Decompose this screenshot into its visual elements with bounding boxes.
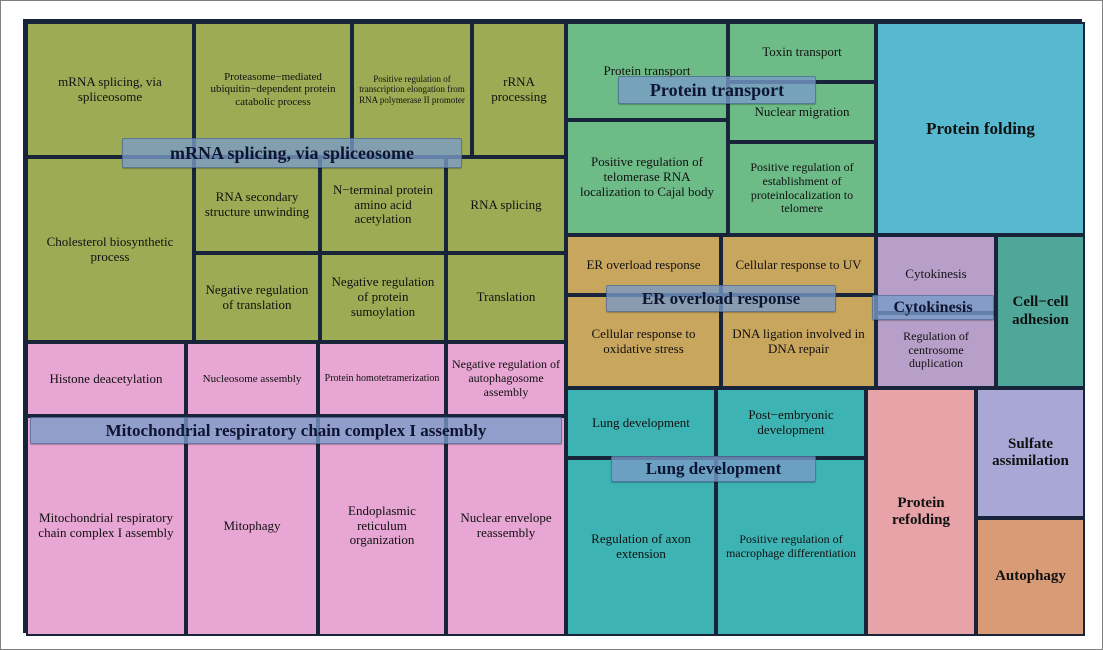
cell-c5: Cholesterol biosynthetic process bbox=[26, 157, 194, 342]
overlay-ov-mrna: mRNA splicing, via spliceosome bbox=[122, 138, 462, 168]
cell-c11: Translation bbox=[446, 253, 566, 342]
cell-c4: rRNA processing bbox=[472, 22, 566, 157]
outer-frame: mRNA splicing, via spliceosomeProteasome… bbox=[0, 0, 1103, 650]
cell-p1: Histone deacetylation bbox=[26, 342, 186, 416]
cell-r1: Protein refolding bbox=[866, 388, 976, 636]
cell-p3: Protein homotetramerization bbox=[318, 342, 446, 416]
overlay-ov-cyto: Cytokinesis bbox=[872, 295, 994, 320]
cell-tg1: Cell−cell adhesion bbox=[996, 235, 1085, 388]
cell-c2: Proteasome−mediated ubiquitin−dependent … bbox=[194, 22, 352, 157]
cell-p8: Nuclear envelope reassembly bbox=[446, 416, 566, 636]
cell-c7: N−terminal protein amino acid acetylatio… bbox=[320, 157, 446, 253]
cell-g2: Toxin transport bbox=[728, 22, 876, 82]
cell-lv1: Sulfate assimilation bbox=[976, 388, 1085, 518]
overlay-ov-er: ER overload response bbox=[606, 285, 836, 312]
cell-g1: Protein transport bbox=[566, 22, 728, 120]
cell-te2: Post−embryonic development bbox=[716, 388, 866, 458]
overlay-ov-ptrans: Protein transport bbox=[618, 76, 816, 104]
cell-c9: Negative regulation of translation bbox=[194, 253, 320, 342]
cell-c10: Negative regulation of protein sumoylati… bbox=[320, 253, 446, 342]
cell-p2: Nucleosome assembly bbox=[186, 342, 318, 416]
cell-p7: Endoplasmic reticulum organization bbox=[318, 416, 446, 636]
cell-g4: Positive regulation of telomerase RNA lo… bbox=[566, 120, 728, 235]
cell-te4: Positive regulation of macrophage differ… bbox=[716, 458, 866, 636]
cell-te3: Regulation of axon extension bbox=[566, 458, 716, 636]
cell-g5: Positive regulation of establishment of … bbox=[728, 142, 876, 235]
overlay-ov-mito: Mitochondrial respiratory chain complex … bbox=[30, 417, 562, 444]
treemap: mRNA splicing, via spliceosomeProteasome… bbox=[23, 19, 1082, 633]
cell-c3: Positive regulation of transcription elo… bbox=[352, 22, 472, 157]
cell-pc1: Autophagy bbox=[976, 518, 1085, 636]
cell-c6: RNA secondary structure unwinding bbox=[194, 157, 320, 253]
overlay-ov-lung: Lung development bbox=[611, 456, 816, 482]
cell-p5: Mitochondrial respiratory chain complex … bbox=[26, 416, 186, 636]
cell-c1: mRNA splicing, via spliceosome bbox=[26, 22, 194, 157]
cell-c8: RNA splicing bbox=[446, 157, 566, 253]
cell-p6: Mitophagy bbox=[186, 416, 318, 636]
cell-l2: Regulation of centrosome duplication bbox=[876, 313, 996, 388]
cell-p4: Negative regulation of autophagosome ass… bbox=[446, 342, 566, 416]
cell-sb1: Protein folding bbox=[876, 22, 1085, 235]
cell-te1: Lung development bbox=[566, 388, 716, 458]
